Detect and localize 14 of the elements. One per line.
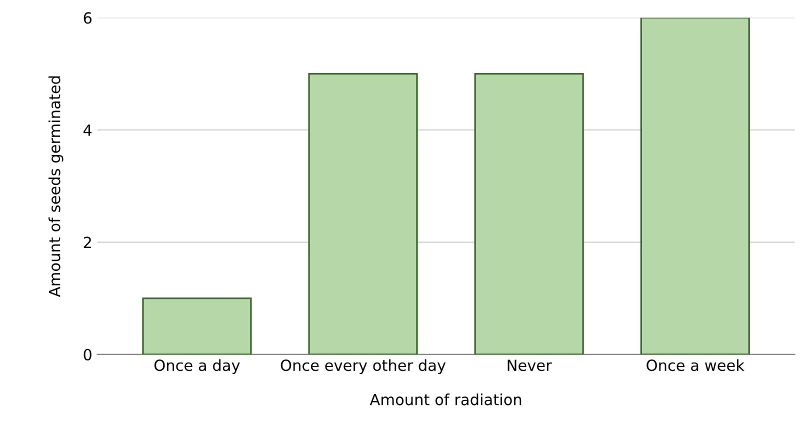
bar	[142, 297, 252, 354]
bar	[308, 73, 418, 354]
x-tick-label: Never	[508, 360, 552, 372]
y-tick-label: 0	[84, 348, 92, 360]
x-tick-label: Once a week	[646, 359, 744, 372]
bar	[474, 73, 584, 354]
x-tick-label: Once every other day	[280, 359, 446, 374]
y-tick-label: 6	[84, 12, 92, 24]
y-tick-label: 4	[83, 124, 92, 136]
x-axis-title: Amount of radiation	[370, 393, 522, 406]
y-axis-title: Amount of seeds germinated	[48, 76, 64, 297]
x-tick-label: Once a day	[154, 359, 240, 374]
y-tick-label: 2	[84, 236, 91, 248]
bar	[640, 18, 750, 354]
